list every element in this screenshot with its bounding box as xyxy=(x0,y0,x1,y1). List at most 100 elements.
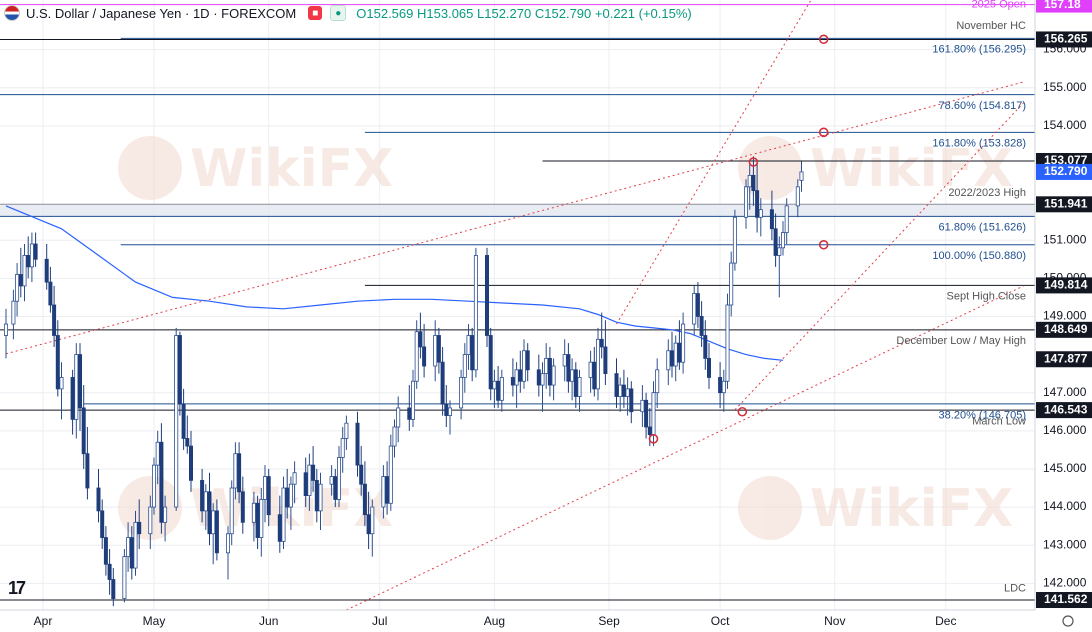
candle-body xyxy=(577,377,582,397)
time-tick-label: Apr xyxy=(34,614,53,628)
candle-body xyxy=(666,350,671,371)
candle-body xyxy=(655,369,660,394)
candle-body xyxy=(292,472,297,485)
candle xyxy=(366,491,371,549)
level-annotation: 61.80% (151.626) xyxy=(939,222,1026,234)
candle-body xyxy=(133,521,138,569)
level-annotation: March Low xyxy=(972,416,1026,428)
level-annotation: 100.00% (150.880) xyxy=(932,250,1026,262)
candle-body xyxy=(407,407,412,420)
candle-body xyxy=(544,357,549,375)
candle-body xyxy=(107,563,112,580)
candle-body xyxy=(418,331,423,348)
exchange: FOREXCOM xyxy=(221,5,297,21)
candle xyxy=(336,446,341,508)
candle-body xyxy=(188,445,193,481)
candle-body xyxy=(725,304,730,382)
candle xyxy=(174,327,179,511)
time-tick-label: Jul xyxy=(372,614,387,628)
candle-body xyxy=(11,300,16,325)
candle xyxy=(758,198,763,237)
level-annotation: 38.20% (146.705) xyxy=(939,409,1026,421)
candle xyxy=(777,236,782,298)
candle-body xyxy=(718,377,723,394)
candle-body xyxy=(596,338,601,390)
candle-body xyxy=(266,476,271,516)
level-annotation: 161.80% (153.828) xyxy=(932,138,1026,150)
candle-body xyxy=(359,464,364,485)
candle-body xyxy=(148,506,153,535)
watermark-logo-icon xyxy=(118,136,182,200)
candle xyxy=(181,388,186,450)
candle xyxy=(484,247,489,347)
candle-body xyxy=(540,373,545,386)
candle xyxy=(462,343,467,393)
candle xyxy=(621,369,626,408)
candle-body xyxy=(518,369,523,382)
candle xyxy=(614,358,619,408)
price-tick-label: 149.000 xyxy=(1043,309,1087,323)
sell-indicator-icon[interactable]: ■ xyxy=(308,6,323,20)
candle-body xyxy=(525,350,530,371)
candle-body xyxy=(29,243,34,268)
candle xyxy=(200,468,205,523)
time-tick-label: Nov xyxy=(824,614,845,628)
price-axis: 142.000 143.000 144.000 145.000 146.000 147.0… xyxy=(1034,0,1092,610)
candle-body xyxy=(181,403,186,439)
candle-body xyxy=(366,514,371,535)
price-label: 147.877 xyxy=(1044,351,1088,365)
candle xyxy=(522,339,527,389)
price-label-bg xyxy=(1036,196,1092,213)
candle xyxy=(111,568,116,607)
candle xyxy=(78,343,83,431)
candle xyxy=(333,468,338,508)
candle xyxy=(721,369,726,412)
ohlc-open: O152.569 xyxy=(356,5,414,21)
candle-body xyxy=(570,369,575,382)
candle xyxy=(707,343,712,389)
candle xyxy=(288,476,293,530)
buy-indicator-icon[interactable]: ● xyxy=(330,5,347,21)
candle xyxy=(651,381,656,447)
time-tick-label: Oct xyxy=(711,614,730,628)
watermark-logo-icon xyxy=(738,476,802,540)
candle xyxy=(488,327,493,401)
settings-gear-icon[interactable] xyxy=(1062,615,1074,627)
candle xyxy=(262,465,267,523)
ohlc-change: +0.221 (+0.15%) xyxy=(594,5,692,21)
watermark-text: WikiFX xyxy=(190,139,393,199)
candle xyxy=(148,495,153,549)
candle xyxy=(644,392,649,439)
candle-body xyxy=(240,491,245,523)
price-tick-label: 142.000 xyxy=(1043,575,1087,589)
candle xyxy=(418,312,423,359)
candle-body xyxy=(777,247,782,256)
candle xyxy=(211,503,216,565)
candle-body xyxy=(466,335,471,355)
candle-body xyxy=(233,453,238,489)
candle-body xyxy=(488,335,493,390)
candle xyxy=(640,385,645,427)
candle xyxy=(799,161,804,192)
candle xyxy=(285,468,290,519)
candle xyxy=(185,415,190,454)
pivot-marker xyxy=(818,127,829,138)
symbol-title[interactable]: U.S. Dollar / Japanese Yen · 1D · FOREXC… xyxy=(26,5,297,21)
candle xyxy=(496,366,501,408)
tradingview-logo[interactable]: 17 xyxy=(8,578,26,598)
candle-body xyxy=(237,453,242,493)
candle xyxy=(681,312,686,374)
candle xyxy=(163,495,168,542)
candle-body xyxy=(614,373,619,397)
candle-body xyxy=(744,186,749,218)
candle-body xyxy=(492,380,497,390)
candle xyxy=(266,468,271,527)
candle xyxy=(444,385,449,427)
time-tick-label: Jun xyxy=(259,614,278,628)
candle xyxy=(81,385,86,469)
candle xyxy=(203,484,208,530)
candle xyxy=(514,362,519,408)
candle-body xyxy=(255,502,260,538)
